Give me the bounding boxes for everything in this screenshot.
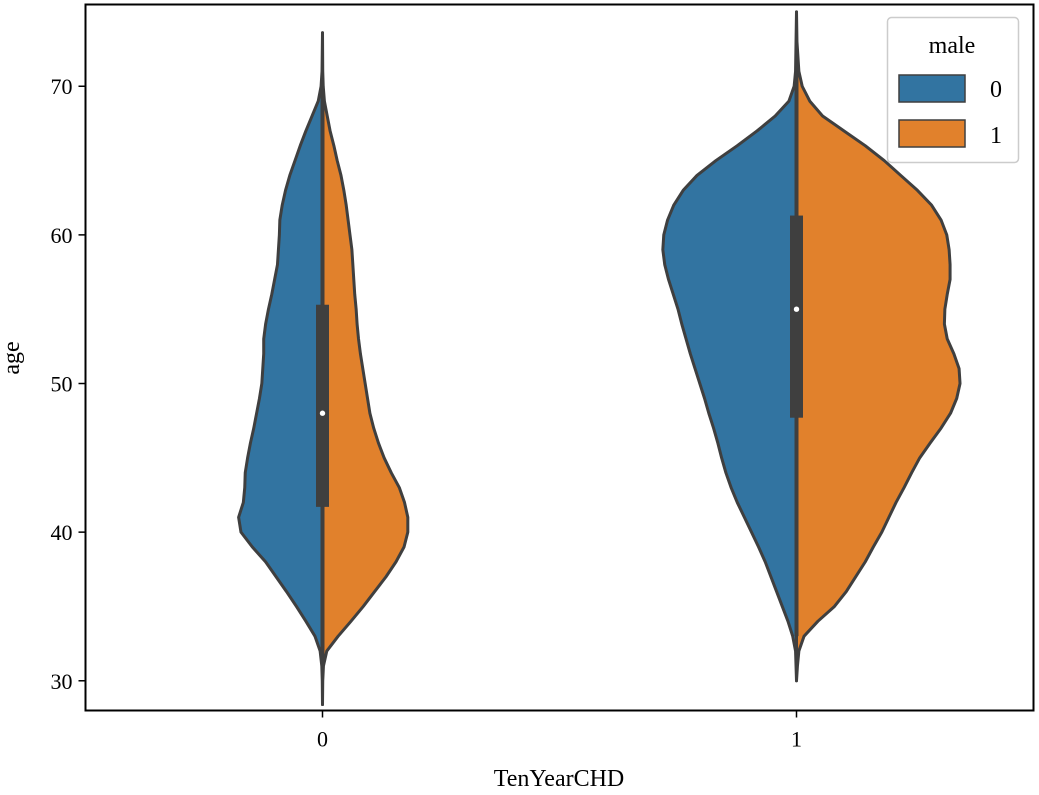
- legend-swatch-male-1: [898, 119, 966, 148]
- y-axis: 30 40 50 60 70: [51, 74, 86, 694]
- x-tick-label-1: 1: [791, 727, 802, 752]
- x-axis-label: TenYearCHD: [494, 766, 625, 792]
- violin-half-tenyearchd-1-male-0: [661, 10, 798, 683]
- violin-half-tenyearchd-0-male-1: [321, 31, 410, 707]
- violins: [237, 10, 962, 707]
- legend: male 0 1: [886, 16, 1020, 164]
- y-axis-label: age: [0, 341, 25, 374]
- y-tick-label-30: 30: [51, 669, 73, 694]
- violin-group-0: [237, 31, 410, 707]
- legend-label-male-1: 1: [990, 123, 1002, 149]
- y-tick-label-40: 40: [51, 520, 73, 545]
- y-tick-label-50: 50: [51, 372, 73, 397]
- median-marker-1: [793, 306, 800, 312]
- legend-swatch-male-0: [898, 74, 966, 103]
- plot-area: [84, 3, 1035, 712]
- y-tick-label-70: 70: [51, 74, 73, 99]
- median-marker-0: [319, 410, 326, 416]
- violin-half-tenyearchd-1-male-1: [795, 10, 962, 683]
- violin-group-1: [661, 10, 962, 683]
- y-tick-label-60: 60: [51, 223, 73, 248]
- iqr-box-1: [790, 215, 803, 418]
- violin-half-tenyearchd-0-male-0: [237, 31, 324, 707]
- x-tick-label-0: 0: [317, 727, 328, 752]
- legend-label-male-0: 0: [990, 77, 1002, 103]
- axes-frame: [84, 3, 1035, 712]
- iqr-box-0: [316, 304, 329, 507]
- legend-title: male: [929, 33, 976, 59]
